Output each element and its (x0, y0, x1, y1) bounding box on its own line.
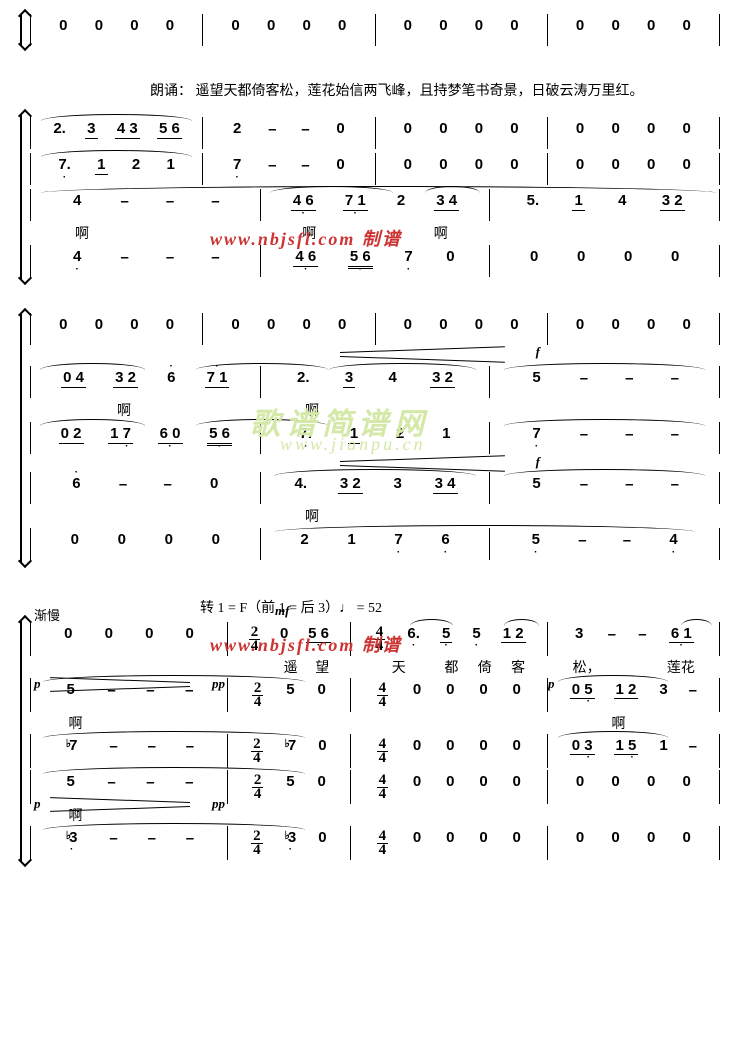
staff-v4: 0000 2176 5––4 (20, 526, 720, 562)
staff-v2: ♭7––– 24 ♭70 44 0000 0 31 51– (20, 733, 720, 769)
measures: 0000 0000 0000 0000 (30, 14, 720, 46)
lyric-row: 遥望 天都倚客 松，莲花 (30, 657, 720, 677)
staff-v1: 5––– 24 50 44 0000 0 51 23– (20, 677, 720, 713)
system-3: 0000 0000 0000 0000 f 0 43 267 1 2.343 2… (20, 314, 720, 562)
dynamic-f: f (536, 344, 540, 360)
narration-label: 朗诵： (150, 84, 192, 99)
staff-v1: 0 43 267 1 2.343 2 5––– (20, 364, 720, 400)
staff-top: 0000 0000 0000 0000 (20, 314, 720, 344)
lyric-row: 啊 啊啊 (30, 223, 720, 243)
staff-v2: 0 21 76 05 6 7.121 7––– (20, 420, 720, 456)
narration: 朗诵： 遥望天都倚客松，莲花始信两飞峰，且持梦笔书奇景，日破云涛万里红。 (150, 80, 720, 100)
system-4: 渐慢 mf 0000 24 05 6 44 6.551 2 3––6 1 遥望 … (20, 621, 720, 861)
staff-v0: 0000 24 05 6 44 6.551 2 3––6 1 (20, 621, 720, 657)
lyric-row: 啊 (30, 506, 720, 526)
staff-v3: 6––0 4.3 233 4 5––– (20, 470, 720, 506)
staff-v3: 5––– 24 50 44 0000 0000 (20, 769, 720, 805)
staff: 0000 0000 0000 0000 (20, 15, 720, 45)
system-2: 2.34 35 6 2––0 0000 0000 7.121 7––0 0000… (20, 115, 720, 279)
dynamic-f: f (536, 454, 540, 470)
system-1: 0000 0000 0000 0000 (20, 15, 720, 45)
staff-v2: 7.121 7––0 0000 0000 (20, 151, 720, 187)
dynamic-mf: mf (275, 603, 289, 619)
lyric-row: 啊 啊 (30, 713, 720, 733)
narration-text: 遥望天都倚客松，莲花始信两飞峰，且持梦笔书奇景，日破云涛万里红。 (196, 84, 644, 99)
lyric-row: 啊 (30, 805, 720, 825)
staff-v1: 2.34 35 6 2––0 0000 0000 (20, 115, 720, 151)
staff-v4: ♭3––– 24 ♭30 44 0000 0000 (20, 825, 720, 861)
lyric-row: 啊 啊 (30, 400, 720, 420)
staff-v4: 4––– 4 65 670 0000 (20, 243, 720, 279)
staff-v3: 4––– 4 67 123 4 5.143 2 (20, 187, 720, 223)
